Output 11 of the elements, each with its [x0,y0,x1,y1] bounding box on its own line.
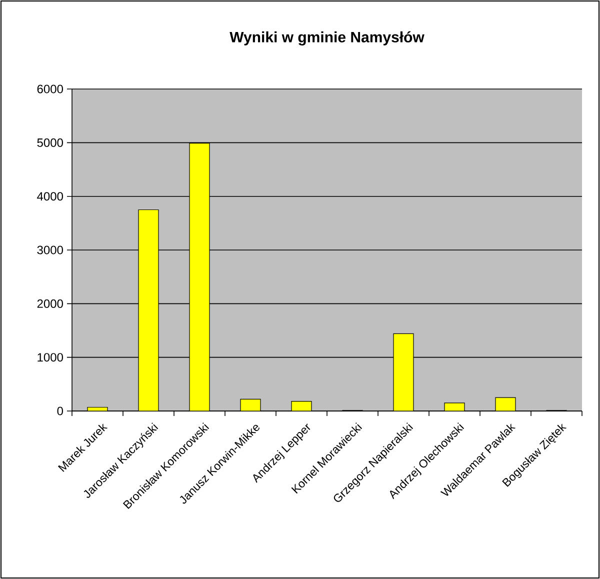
y-tick-label: 2000 [37,299,63,308]
chart-title: Wyniki w gminie Namysłów [230,31,424,46]
y-tick-label: 3000 [37,246,63,254]
y-tick-label: 0 [57,406,64,416]
y-tick-label: 1000 [38,353,63,362]
bar [393,333,414,411]
y-tick-label: 6000 [37,84,63,94]
y-tick-label: 5000 [37,138,63,147]
y-tick-label: 4000 [37,192,63,201]
bar [138,209,159,411]
bar [189,142,210,411]
